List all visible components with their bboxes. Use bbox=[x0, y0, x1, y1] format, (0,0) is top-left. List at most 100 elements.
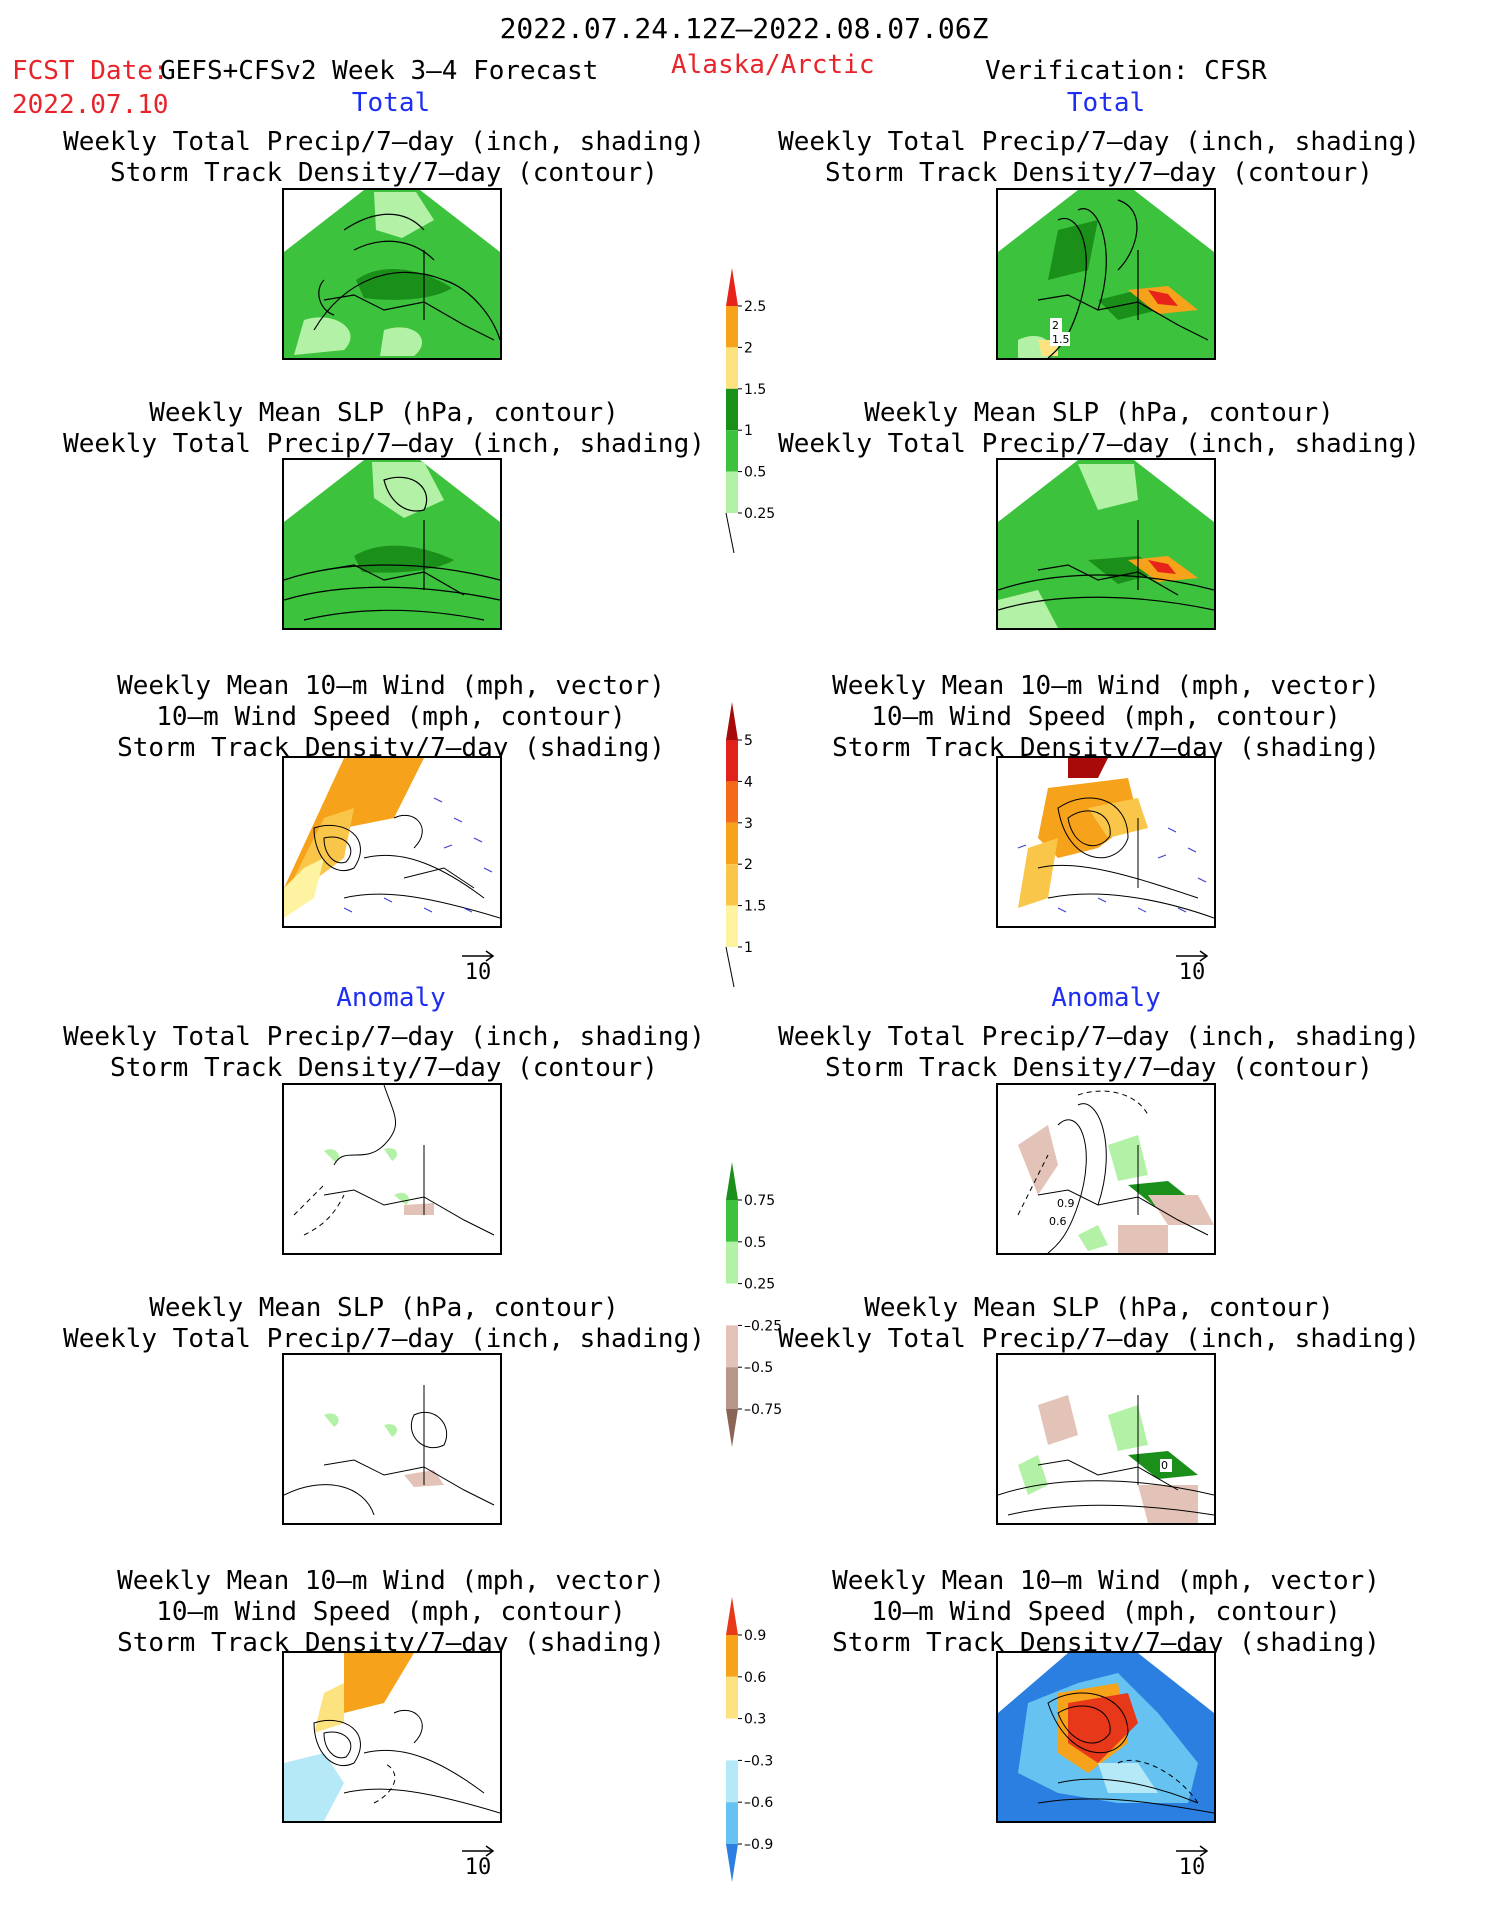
colorbar-label: –0.5 bbox=[744, 1360, 773, 1376]
fcst-model-label: GEFS+CFSv2 Week 3–4 Forecast bbox=[160, 56, 599, 86]
colorbar-tail bbox=[725, 946, 735, 987]
colorbar-label: 1.5 bbox=[744, 899, 766, 915]
colorbar-label: 2 bbox=[744, 857, 753, 873]
colorbar-box bbox=[726, 1200, 738, 1242]
contour-label-d: 0.6 bbox=[1049, 1215, 1067, 1228]
colorbar-box bbox=[726, 1802, 738, 1844]
colorbar-box bbox=[726, 1325, 738, 1368]
map-cfsr-precip-anom: 0.9 0.6 bbox=[996, 1083, 1216, 1255]
title-r4: Weekly Total Precip/7–day (inch, shading… bbox=[778, 1022, 1420, 1084]
title-r5: Weekly Mean SLP (hPa, contour) Weekly Tot… bbox=[778, 1293, 1420, 1355]
colorbar-label: –0.6 bbox=[744, 1795, 773, 1811]
colorbar-cap-top bbox=[726, 702, 738, 740]
colorbar-label: 2 bbox=[744, 340, 753, 356]
fcst-date-value: 2022.07.10 bbox=[12, 90, 169, 120]
contour-label-b: 1.5 bbox=[1052, 333, 1070, 346]
colorbar-label: 1.5 bbox=[744, 382, 766, 398]
colorbar-label: –0.25 bbox=[744, 1318, 782, 1334]
colorbar-box bbox=[726, 1241, 738, 1284]
colorbar-label: 0.9 bbox=[744, 1628, 766, 1644]
colorbar-label: 0.75 bbox=[744, 1193, 775, 1209]
colorbar-svg: 0.9 0.6 0.3 –0.3 –0.6 –0.9 bbox=[726, 1597, 773, 1882]
vector-ref-l6: 10 bbox=[461, 1845, 495, 1880]
colorbar-box bbox=[726, 1676, 738, 1719]
colorbar-box bbox=[726, 430, 738, 472]
colorbar-box bbox=[726, 306, 738, 348]
colorbar-storm-total: 5 4 3 2 1.5 1 bbox=[716, 702, 836, 987]
colorbar-svg: 2.5 2 1.5 1 0.5 0.25 bbox=[725, 268, 775, 553]
vector-ref-l3: 10 bbox=[461, 950, 495, 985]
contour-label-e: 0 bbox=[1161, 1459, 1168, 1472]
colorbar-label: 5 bbox=[744, 733, 753, 749]
colorbar-box bbox=[726, 388, 738, 431]
colorbar-tail bbox=[725, 512, 735, 553]
colorbar-cap-bottom bbox=[726, 1844, 738, 1882]
colorbar-label: 4 bbox=[744, 774, 753, 790]
map-fcst-precip-total bbox=[282, 188, 502, 360]
colorbar-svg: 5 4 3 2 1.5 1 bbox=[725, 702, 766, 987]
section-anomaly-left: Anomaly bbox=[336, 983, 446, 1013]
colorbar-box bbox=[726, 822, 738, 865]
colorbar-label: –0.9 bbox=[744, 1837, 773, 1853]
map-fcst-slp bbox=[282, 458, 502, 630]
colorbar-svg: 0.75 0.5 0.25 –0.25 –0.5 –0.75 bbox=[726, 1162, 782, 1447]
colorbar-box bbox=[726, 1635, 738, 1677]
colorbar-box bbox=[726, 781, 738, 823]
colorbar-precip-total: 2.5 2 1.5 1 0.5 0.25 bbox=[716, 268, 836, 553]
region-label: Alaska/Arctic bbox=[671, 50, 875, 80]
colorbar-label: 1 bbox=[744, 423, 753, 439]
colorbar-label: 0.25 bbox=[744, 506, 775, 522]
title-l4: Weekly Total Precip/7–day (inch, shading… bbox=[63, 1022, 705, 1084]
section-total-left: Total bbox=[351, 88, 431, 118]
map-cfsr-slp bbox=[996, 458, 1216, 630]
colorbar-box bbox=[726, 864, 738, 906]
title-l1: Weekly Total Precip/7–day (inch, shading… bbox=[63, 127, 705, 189]
colorbar-label: 2.5 bbox=[744, 299, 766, 315]
contour-label-a: 2 bbox=[1052, 319, 1059, 332]
colorbar-label: 0.3 bbox=[744, 1712, 766, 1728]
colorbar-box bbox=[726, 347, 738, 389]
colorbar-cap-top bbox=[726, 1162, 738, 1200]
contour-label-c: 0.9 bbox=[1057, 1197, 1075, 1210]
section-anomaly-right: Anomaly bbox=[1051, 983, 1161, 1013]
colorbar-box bbox=[726, 1760, 738, 1803]
title-l3: Weekly Mean 10–m Wind (mph, vector) 10–m … bbox=[117, 671, 665, 764]
colorbar-precip-anom: 0.75 0.5 0.25 –0.25 –0.5 –0.75 bbox=[716, 1162, 836, 1447]
title-l5: Weekly Mean SLP (hPa, contour) Weekly Tot… bbox=[63, 1293, 705, 1355]
map-cfsr-wind-anom bbox=[996, 1651, 1216, 1823]
colorbar-label: 0.25 bbox=[744, 1277, 775, 1293]
colorbar-label: –0.3 bbox=[744, 1753, 773, 1769]
vector-ref-r3: 10 bbox=[1175, 950, 1209, 985]
colorbar-label: 1 bbox=[744, 940, 753, 956]
colorbar-label: 0.5 bbox=[744, 465, 766, 481]
colorbar-box bbox=[726, 740, 738, 782]
map-fcst-wind-total bbox=[282, 756, 502, 928]
map-cfsr-slp-anom: 0 bbox=[996, 1353, 1216, 1525]
fcst-date-label: FCST Date: bbox=[12, 56, 169, 86]
colorbar-cap-top bbox=[726, 268, 738, 306]
map-fcst-precip-anom bbox=[282, 1083, 502, 1255]
map-cfsr-precip-total: 2 1.5 bbox=[996, 188, 1216, 360]
verification-label: Verification: CFSR bbox=[985, 56, 1267, 86]
vector-ref-r6: 10 bbox=[1175, 1845, 1209, 1880]
title-r3: Weekly Mean 10–m Wind (mph, vector) 10–m … bbox=[832, 671, 1380, 764]
colorbar-box bbox=[726, 1283, 738, 1326]
title-l6: Weekly Mean 10–m Wind (mph, vector) 10–m … bbox=[117, 1566, 665, 1659]
date-range-title: 2022.07.24.12Z–2022.08.07.06Z bbox=[499, 12, 989, 45]
colorbar-label: –0.75 bbox=[744, 1402, 782, 1418]
colorbar-cap-top bbox=[726, 1597, 738, 1635]
map-cfsr-wind-total bbox=[996, 756, 1216, 928]
title-r1: Weekly Total Precip/7–day (inch, shading… bbox=[778, 127, 1420, 189]
colorbar-box bbox=[726, 1718, 738, 1761]
colorbar-box bbox=[726, 471, 738, 513]
colorbar-label: 0.5 bbox=[744, 1235, 766, 1251]
colorbar-cap-bottom bbox=[726, 1409, 738, 1447]
map-fcst-wind-anom bbox=[282, 1651, 502, 1823]
colorbar-label: 0.6 bbox=[744, 1670, 766, 1686]
colorbar-label: 3 bbox=[744, 816, 753, 832]
section-total-right: Total bbox=[1066, 88, 1146, 118]
title-l2: Weekly Mean SLP (hPa, contour) Weekly Tot… bbox=[63, 398, 705, 460]
title-r6: Weekly Mean 10–m Wind (mph, vector) 10–m … bbox=[832, 1566, 1380, 1659]
map-fcst-slp-anom bbox=[282, 1353, 502, 1525]
title-r2: Weekly Mean SLP (hPa, contour) Weekly Tot… bbox=[778, 398, 1420, 460]
